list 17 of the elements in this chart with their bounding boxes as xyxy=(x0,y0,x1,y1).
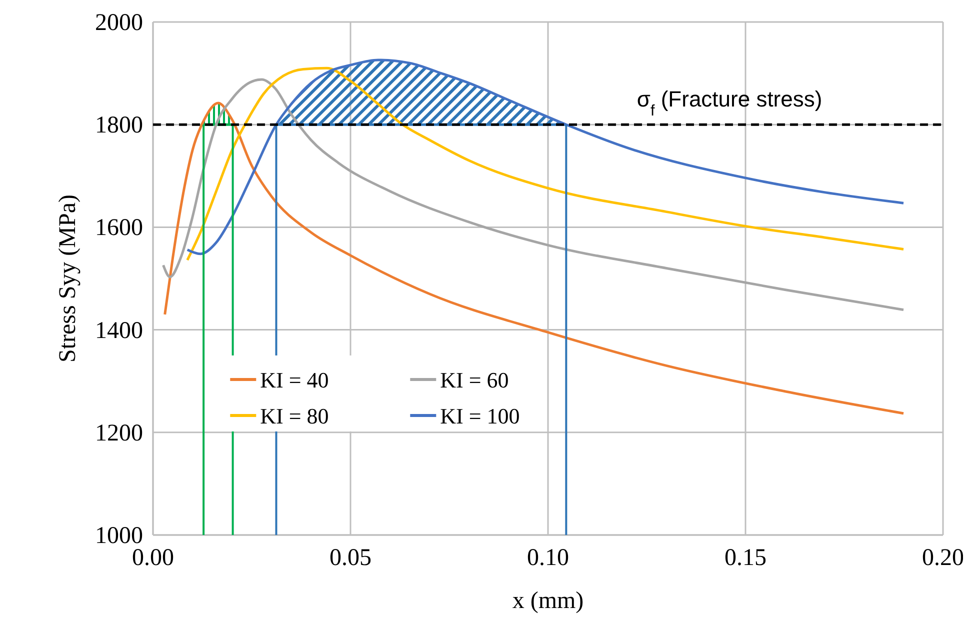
x-tick-label: 0.10 xyxy=(527,545,569,571)
y-tick-label: 1400 xyxy=(95,318,143,344)
legend-label: KI = 100 xyxy=(440,403,520,428)
line-series xyxy=(162,78,905,312)
y-tick-label: 2000 xyxy=(95,10,143,36)
ref-line-label: σ$_{f}$ (Fracture stress) xyxy=(636,86,822,120)
y-tick-label: 1600 xyxy=(95,215,143,242)
x-tick-label: 0.05 xyxy=(330,545,372,571)
y-tick-label: 1200 xyxy=(95,420,143,446)
legend-label: KI = 40 xyxy=(260,367,329,392)
y-tick-label: 1800 xyxy=(95,112,143,139)
x-tick-label: 0.15 xyxy=(724,545,766,571)
legend-label: KI = 80 xyxy=(260,403,329,428)
y-axis-title: Stress Syy (MPa) xyxy=(55,194,81,363)
x-axis-title: x (mm) xyxy=(512,588,584,614)
x-tick-label: 0.20 xyxy=(922,545,964,571)
legend-label: KI = 60 xyxy=(440,367,509,392)
